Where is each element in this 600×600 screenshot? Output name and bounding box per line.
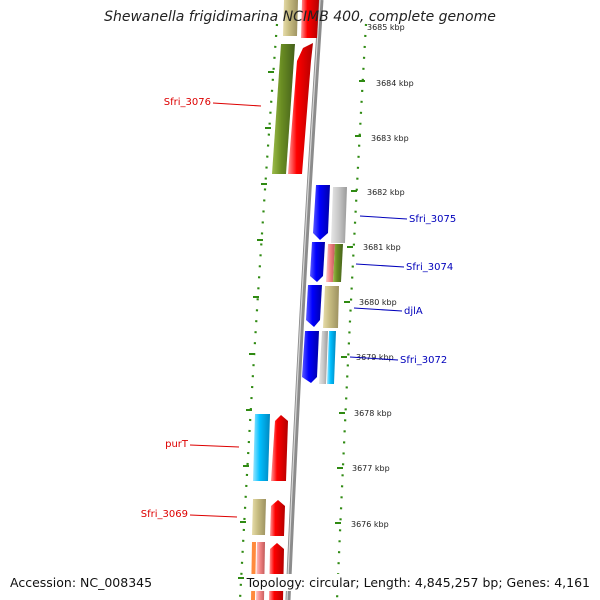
gene-label-sfri-3075[interactable]: Sfri_3075	[409, 214, 456, 225]
gene-label-purt[interactable]: purT	[165, 439, 189, 450]
gene-feature	[269, 543, 284, 600]
gene-feature-sfri-3072	[302, 331, 319, 383]
gene-label-sfri-3074[interactable]: Sfri_3074	[406, 262, 453, 273]
tick-label: 3684 kbp	[376, 79, 414, 88]
reverse-features	[302, 185, 347, 384]
gene-feature-sfri-3069	[252, 499, 266, 535]
gene-label-djla[interactable]: djlA	[404, 306, 423, 317]
gene-feature	[256, 542, 265, 600]
gene-feature	[323, 286, 339, 328]
gene-feature	[288, 43, 313, 174]
gene-feature	[301, 0, 319, 38]
gene-label-sfri-3076[interactable]: Sfri_3076	[164, 97, 211, 108]
reverse-gene-labels: Sfri_3075 Sfri_3074 djlA Sfri_3072	[349, 214, 456, 366]
left-major-ticks	[238, 71, 274, 579]
gene-feature-sfri-3074	[310, 242, 325, 282]
tick-label: 3680 kbp	[359, 298, 397, 307]
tick-label: 3685 kbp	[367, 23, 405, 32]
gene-feature	[326, 244, 335, 282]
gene-feature-purt	[253, 414, 270, 481]
tick-label: 3679 kbp	[356, 353, 394, 362]
tick-labels: 3685 kbp 3684 kbp 3683 kbp 3682 kbp 3681…	[351, 23, 414, 529]
gene-feature-sfri-3076	[272, 44, 295, 174]
left-ruler	[238, 23, 279, 600]
gene-feature	[271, 415, 288, 481]
gene-feature-djla	[306, 285, 322, 327]
genome-backbone-highlight	[286, 0, 321, 600]
tick-label: 3676 kbp	[351, 520, 389, 529]
genome-backbone	[285, 0, 324, 600]
gene-label-sfri-3069[interactable]: Sfri_3069	[141, 509, 188, 520]
tick-label: 3681 kbp	[363, 243, 401, 252]
gene-label-sfri-3072[interactable]: Sfri_3072	[400, 355, 447, 366]
map-title: Shewanella frigidimarina NCIMB 400, comp…	[104, 9, 496, 25]
tick-label: 3678 kbp	[354, 409, 392, 418]
genome-summary-text: Topology: circular; Length: 4,845,257 bp…	[244, 574, 592, 591]
tick-label: 3677 kbp	[352, 464, 390, 473]
tick-label: 3683 kbp	[371, 134, 409, 143]
gene-feature	[331, 187, 347, 243]
forward-gene-labels: Sfri_3076 purT Sfri_3069	[141, 97, 262, 520]
gene-feature	[283, 0, 298, 36]
gene-feature	[251, 542, 256, 600]
tick-label: 3682 kbp	[367, 188, 405, 197]
gene-feature	[270, 500, 285, 536]
right-major-ticks	[335, 80, 365, 524]
gene-feature	[327, 331, 336, 384]
gene-feature-sfri-3075	[313, 185, 330, 240]
accession-text: Accession: NC_008345	[8, 574, 155, 591]
right-ruler	[335, 23, 368, 600]
gene-feature	[333, 244, 343, 282]
gene-feature	[319, 331, 328, 384]
